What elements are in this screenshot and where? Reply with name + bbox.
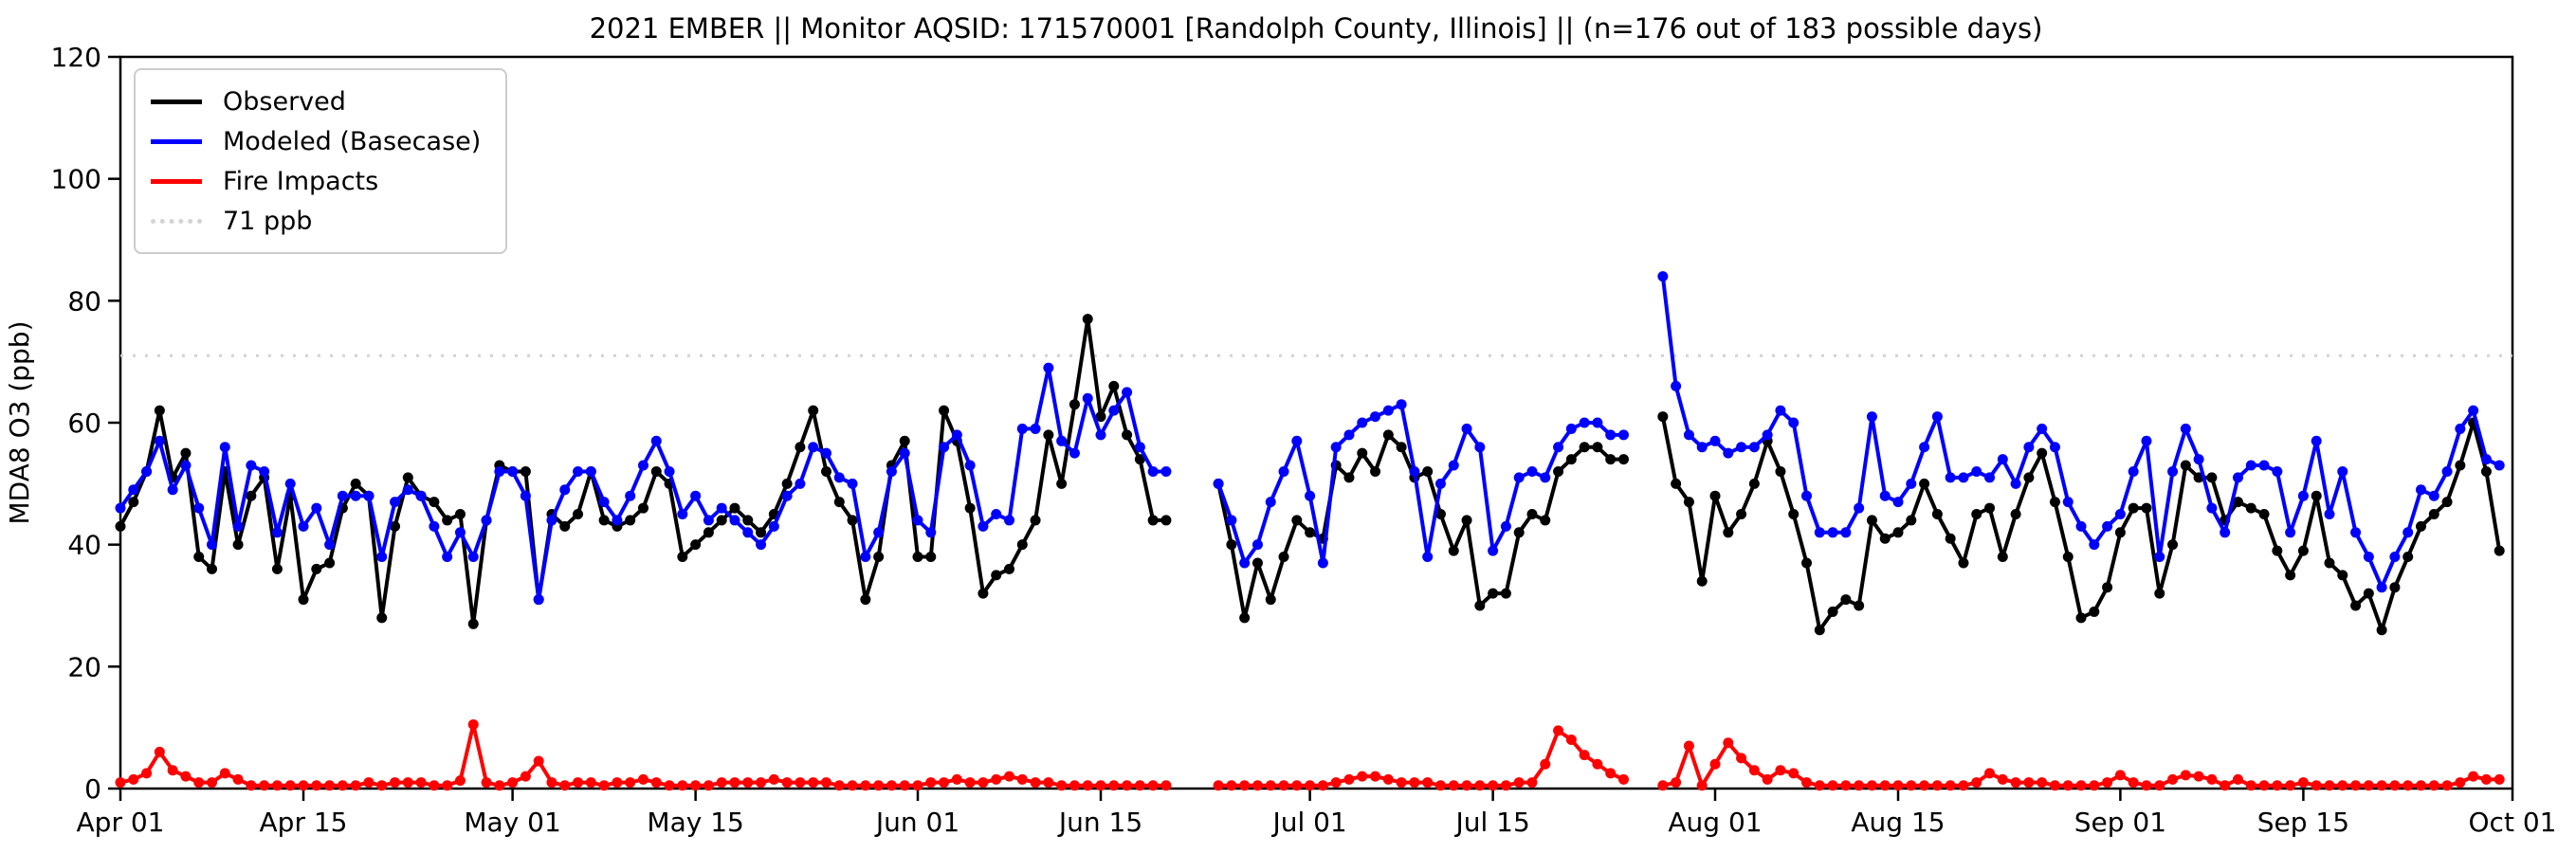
chart-title: 2021 EMBER || Monitor AQSID: 171570001 [… <box>590 12 2043 45</box>
legend-label-observed: Observed <box>223 86 346 117</box>
svg-text:Aug 15: Aug 15 <box>1851 807 1945 838</box>
fire-line-icon <box>151 178 202 184</box>
svg-text:120: 120 <box>51 42 101 73</box>
svg-text:0: 0 <box>84 773 101 805</box>
legend-label-threshold: 71 ppb <box>223 206 313 236</box>
svg-text:Aug 01: Aug 01 <box>1668 807 1762 838</box>
modeled-line-icon <box>151 138 202 144</box>
svg-text:20: 20 <box>67 651 101 682</box>
svg-text:Jul 01: Jul 01 <box>1270 807 1346 838</box>
legend-item-modeled: Modeled (Basecase) <box>151 121 481 161</box>
legend-item-threshold: 71 ppb <box>151 201 481 241</box>
legend-label-modeled: Modeled (Basecase) <box>223 126 482 156</box>
svg-text:Sep 01: Sep 01 <box>2074 807 2166 838</box>
svg-text:100: 100 <box>51 164 101 195</box>
legend: Observed Modeled (Basecase) Fire Impacts… <box>134 68 508 254</box>
svg-text:40: 40 <box>67 530 101 561</box>
observed-series <box>115 314 2505 636</box>
observed-line-icon <box>151 99 202 104</box>
svg-text:Jun 15: Jun 15 <box>1057 807 1142 838</box>
svg-text:Jul 15: Jul 15 <box>1453 807 1529 838</box>
svg-text:Oct 01: Oct 01 <box>2469 807 2557 838</box>
legend-label-fire: Fire Impacts <box>223 166 379 196</box>
svg-text:Jun 01: Jun 01 <box>874 807 959 838</box>
y-axis-label: MDA8 O3 (ppb) <box>4 320 35 524</box>
svg-text:80: 80 <box>67 285 101 317</box>
fire-impacts-series <box>115 718 2505 791</box>
series-lines <box>115 271 2505 791</box>
axes: 0 20 40 60 80 100 120 Apr 01 Apr 15 May 01 May 15 J… <box>51 42 2557 838</box>
legend-item-fire: Fire Impacts <box>151 161 481 201</box>
svg-text:Apr 01: Apr 01 <box>77 807 165 838</box>
svg-text:Apr 15: Apr 15 <box>260 807 348 838</box>
modeled-basecase--series <box>115 271 2505 606</box>
svg-text:May 15: May 15 <box>647 807 743 838</box>
legend-item-observed: Observed <box>151 82 481 121</box>
svg-text:May 01: May 01 <box>464 807 560 838</box>
threshold-line-icon <box>151 218 202 224</box>
svg-text:Sep 15: Sep 15 <box>2257 807 2349 838</box>
svg-text:60: 60 <box>67 408 101 439</box>
